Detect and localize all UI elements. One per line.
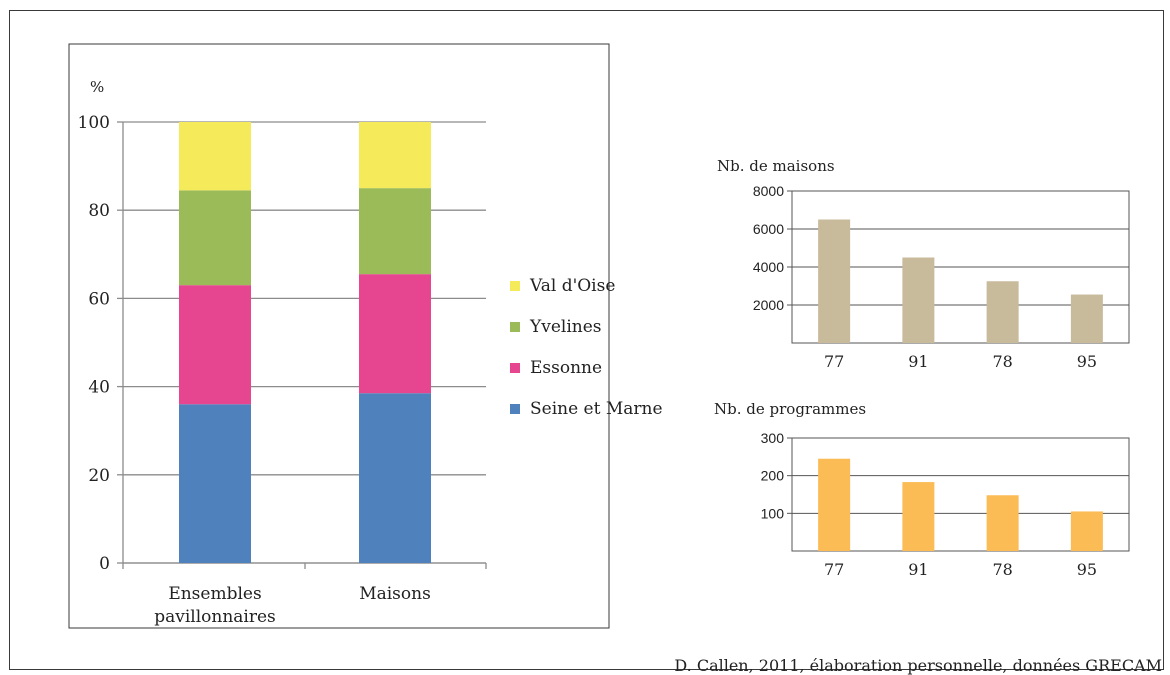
y-tick-label: 0 [99, 554, 110, 574]
main-chart-box [68, 43, 610, 629]
legend-swatch [510, 281, 520, 291]
x-tick-label: 91 [908, 560, 928, 579]
x-tick-label: 78 [992, 560, 1012, 579]
source-caption: D. Callen, 2011, élaboration personnelle… [674, 656, 1162, 675]
y-tick-label: 2000 [753, 297, 784, 313]
bar-95 [1070, 511, 1103, 551]
programmes-chart-title: Nb. de programmes [714, 400, 866, 418]
bar-essonne-2 [359, 274, 431, 394]
legend-swatch [510, 404, 520, 414]
y-tick-label: 4000 [753, 259, 784, 275]
y-tick-label: 6000 [753, 221, 784, 237]
legend-swatch [510, 363, 520, 373]
y-tick-label: 60 [88, 289, 110, 309]
legend-swatch [510, 322, 520, 332]
y-tick-label: 100 [761, 505, 785, 521]
y-tick-label: 200 [761, 468, 785, 484]
bar-yvelines-1 [179, 190, 251, 286]
y-tick-label: 8000 [753, 183, 784, 199]
x-tick-label: 78 [992, 352, 1012, 371]
bar-val-d-oise-1 [179, 122, 251, 191]
bar-78 [986, 281, 1019, 343]
bar-essonne-1 [179, 285, 251, 405]
main-y-axis-label: % [90, 78, 104, 96]
category-label: Maisons [359, 584, 431, 604]
y-tick-label: 100 [78, 113, 110, 133]
legend-label: Val d'Oise [529, 276, 615, 296]
x-tick-label: 91 [908, 352, 928, 371]
category-label: pavillonnaires [154, 607, 276, 627]
y-tick-label: 20 [88, 466, 110, 486]
bar-yvelines-2 [359, 188, 431, 275]
houses-chart-title: Nb. de maisons [717, 157, 835, 175]
y-tick-label: 300 [761, 430, 785, 446]
category-label: Ensembles [168, 584, 261, 604]
x-tick-label: 95 [1077, 352, 1097, 371]
bar-91 [902, 257, 935, 343]
bar-77 [818, 219, 851, 343]
bar-val-d-oise-2 [359, 122, 431, 189]
bar-78 [986, 495, 1019, 551]
bar-91 [902, 482, 935, 551]
legend-label: Seine et Marne [530, 399, 663, 419]
x-tick-label: 77 [824, 352, 844, 371]
x-tick-label: 77 [824, 560, 844, 579]
bar-seine-et-marne-1 [179, 404, 251, 563]
figure-frame [9, 10, 1164, 670]
legend-label: Yvelines [529, 317, 602, 337]
x-tick-label: 95 [1077, 560, 1097, 579]
bar-seine-et-marne-2 [359, 393, 431, 563]
bar-77 [818, 458, 851, 551]
legend-label: Essonne [530, 358, 602, 378]
y-tick-label: 40 [88, 378, 110, 398]
bar-95 [1070, 294, 1103, 343]
y-tick-label: 80 [88, 201, 110, 221]
